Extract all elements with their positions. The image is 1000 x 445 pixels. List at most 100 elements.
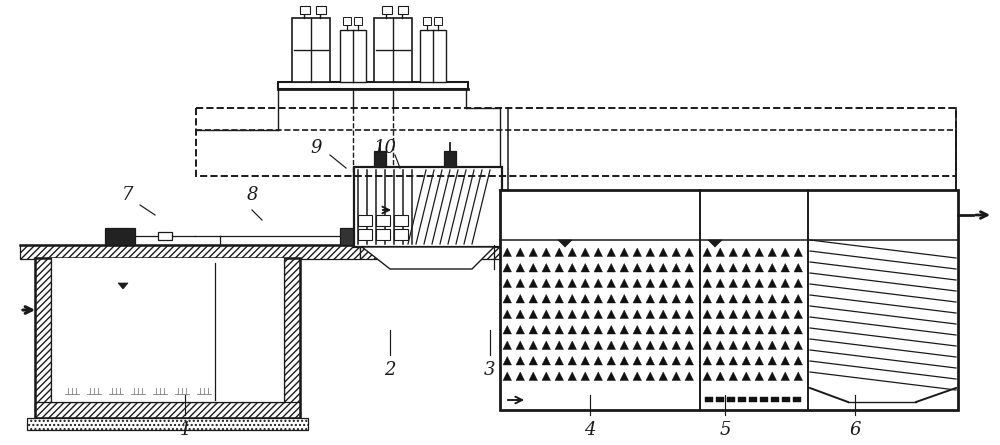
Text: 6: 6 xyxy=(849,421,861,439)
Polygon shape xyxy=(568,295,576,303)
Polygon shape xyxy=(594,341,602,349)
Polygon shape xyxy=(555,295,564,303)
Polygon shape xyxy=(755,325,764,334)
Polygon shape xyxy=(594,248,602,256)
Polygon shape xyxy=(729,310,738,319)
Polygon shape xyxy=(503,295,512,303)
Polygon shape xyxy=(594,372,602,380)
Text: 9: 9 xyxy=(310,139,322,157)
Polygon shape xyxy=(755,248,764,256)
Polygon shape xyxy=(755,279,764,287)
Polygon shape xyxy=(633,341,642,349)
Polygon shape xyxy=(742,356,750,365)
Polygon shape xyxy=(633,372,642,380)
Polygon shape xyxy=(555,325,564,334)
Polygon shape xyxy=(568,372,576,380)
Text: 8: 8 xyxy=(246,186,258,204)
Polygon shape xyxy=(729,325,738,334)
Polygon shape xyxy=(646,356,654,365)
Polygon shape xyxy=(529,325,538,334)
Polygon shape xyxy=(581,356,590,365)
Polygon shape xyxy=(781,279,790,287)
Polygon shape xyxy=(781,248,790,256)
Bar xyxy=(382,6,392,14)
Bar xyxy=(343,17,351,25)
Polygon shape xyxy=(594,279,602,287)
Polygon shape xyxy=(607,325,616,334)
Bar xyxy=(51,258,284,402)
Polygon shape xyxy=(781,325,790,334)
Polygon shape xyxy=(794,341,802,349)
Polygon shape xyxy=(633,356,642,365)
Polygon shape xyxy=(703,248,712,256)
Polygon shape xyxy=(716,325,724,334)
Polygon shape xyxy=(568,341,576,349)
Polygon shape xyxy=(685,263,694,272)
Polygon shape xyxy=(646,325,654,334)
Polygon shape xyxy=(503,325,512,334)
Polygon shape xyxy=(685,356,694,365)
Polygon shape xyxy=(516,356,524,365)
Polygon shape xyxy=(659,310,668,319)
Polygon shape xyxy=(529,263,538,272)
Polygon shape xyxy=(555,310,564,319)
Polygon shape xyxy=(503,248,512,256)
Polygon shape xyxy=(581,248,590,256)
Bar xyxy=(278,82,468,89)
Polygon shape xyxy=(558,240,572,247)
Bar xyxy=(782,397,790,402)
Polygon shape xyxy=(646,341,654,349)
Bar xyxy=(374,18,412,82)
Polygon shape xyxy=(516,279,524,287)
Bar xyxy=(196,108,956,176)
Bar xyxy=(374,151,386,167)
Polygon shape xyxy=(594,263,602,272)
Polygon shape xyxy=(646,248,654,256)
Polygon shape xyxy=(768,295,776,303)
Polygon shape xyxy=(555,341,564,349)
Polygon shape xyxy=(742,263,750,272)
Polygon shape xyxy=(516,248,524,256)
Polygon shape xyxy=(594,310,602,319)
Polygon shape xyxy=(742,279,750,287)
Polygon shape xyxy=(672,356,680,365)
Polygon shape xyxy=(581,310,590,319)
Polygon shape xyxy=(755,356,764,365)
Text: 5: 5 xyxy=(719,421,731,439)
Polygon shape xyxy=(620,372,629,380)
Polygon shape xyxy=(503,341,512,349)
Polygon shape xyxy=(362,247,494,269)
Polygon shape xyxy=(516,310,524,319)
Bar xyxy=(27,418,308,430)
Polygon shape xyxy=(729,248,738,256)
Polygon shape xyxy=(542,372,550,380)
Polygon shape xyxy=(633,263,642,272)
Polygon shape xyxy=(794,356,802,365)
Polygon shape xyxy=(555,263,564,272)
Polygon shape xyxy=(781,341,790,349)
Polygon shape xyxy=(794,248,802,256)
Polygon shape xyxy=(672,325,680,334)
Polygon shape xyxy=(659,341,668,349)
Polygon shape xyxy=(672,263,680,272)
Bar xyxy=(354,167,502,247)
Polygon shape xyxy=(555,248,564,256)
Bar xyxy=(394,229,408,240)
Text: 2: 2 xyxy=(384,361,396,379)
Polygon shape xyxy=(607,248,616,256)
Polygon shape xyxy=(768,356,776,365)
Polygon shape xyxy=(646,279,654,287)
Polygon shape xyxy=(542,248,550,256)
Polygon shape xyxy=(594,295,602,303)
Polygon shape xyxy=(581,341,590,349)
Polygon shape xyxy=(620,310,629,319)
Polygon shape xyxy=(794,325,802,334)
Polygon shape xyxy=(768,372,776,380)
Polygon shape xyxy=(659,279,668,287)
Polygon shape xyxy=(794,279,802,287)
Bar xyxy=(705,397,713,402)
Polygon shape xyxy=(555,372,564,380)
Polygon shape xyxy=(633,248,642,256)
Polygon shape xyxy=(716,356,724,365)
Polygon shape xyxy=(542,356,550,365)
